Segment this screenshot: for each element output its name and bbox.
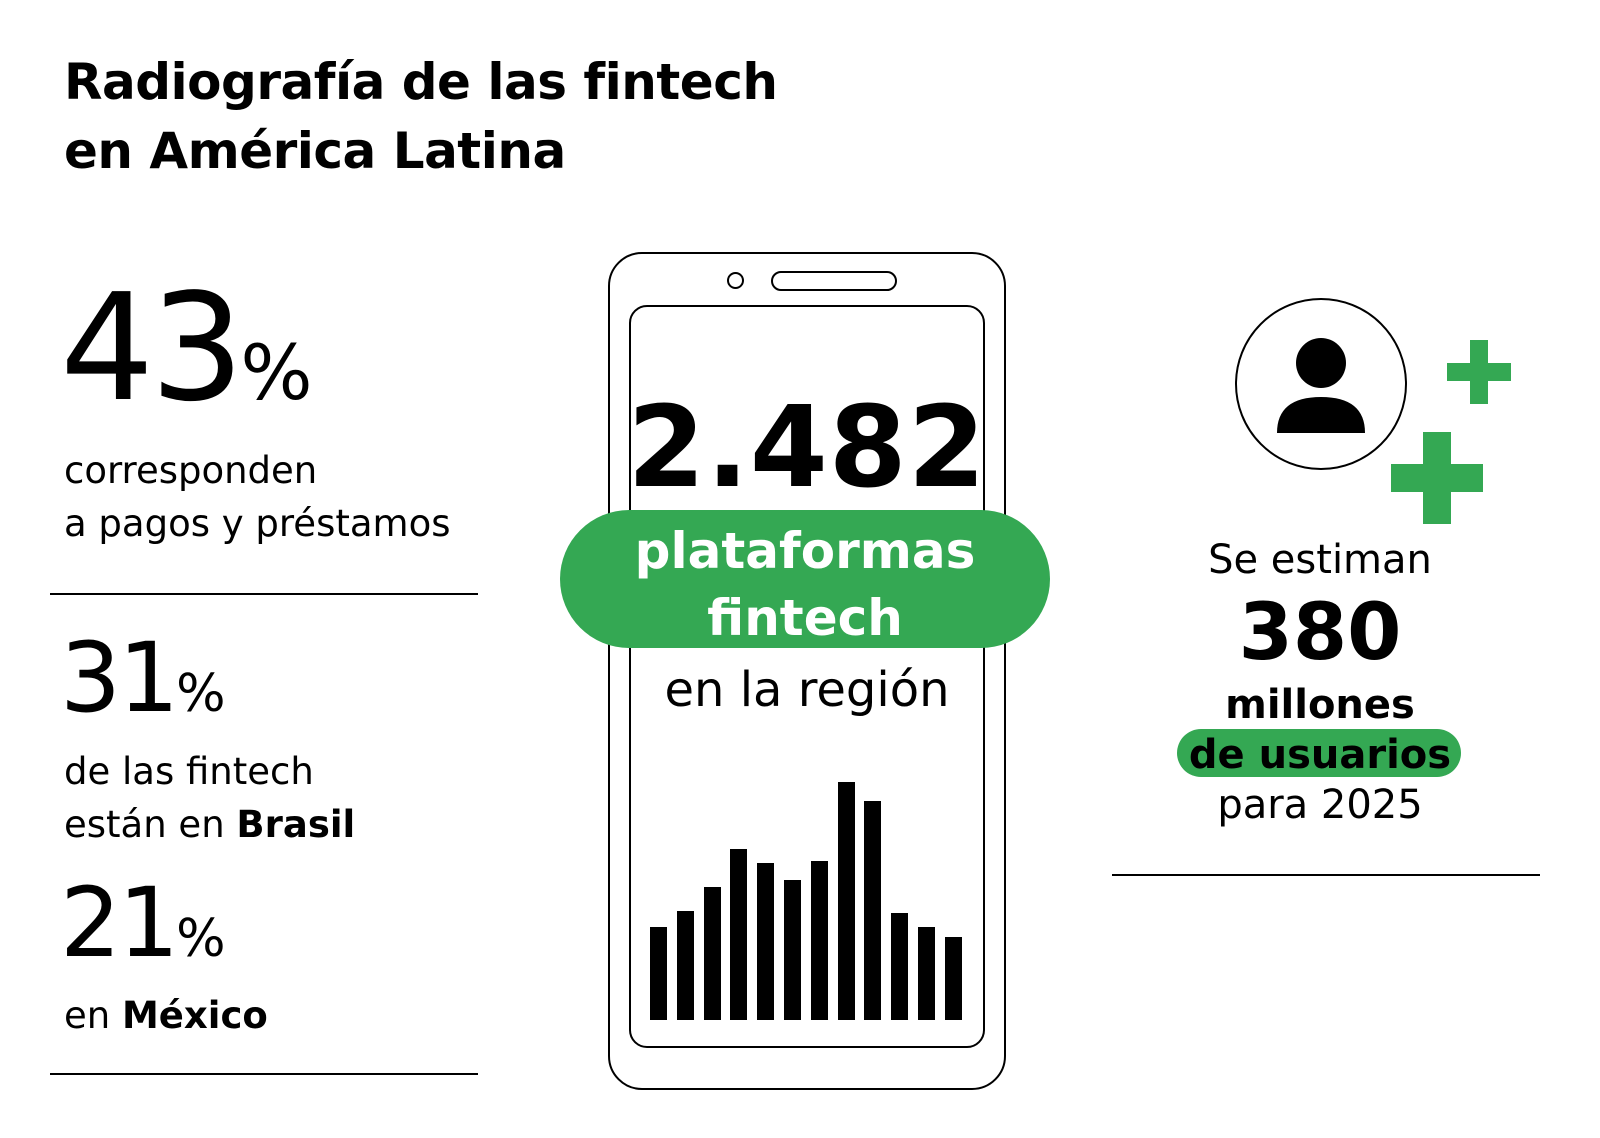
percent-sign: % — [240, 328, 313, 417]
stat-value: 31 — [60, 622, 179, 734]
highlight-pill — [1177, 729, 1461, 777]
bar-5 — [757, 863, 775, 1020]
estimate-intro: Se estiman — [1208, 537, 1432, 583]
bar-7 — [810, 861, 828, 1020]
phone-speaker-icon — [771, 271, 897, 291]
pill-text-line-2: fintech — [707, 589, 903, 647]
divider — [1112, 874, 1540, 876]
bar-graphic-icon — [650, 780, 972, 1020]
stat-description-line-1: corresponden — [64, 449, 318, 492]
stat-brazil: 31% — [60, 630, 226, 726]
divider — [50, 593, 478, 595]
stat-description-line-1: de las fintech — [64, 750, 314, 793]
user-avatar-circle — [1235, 298, 1407, 470]
plus-icon — [1391, 432, 1483, 524]
country-mexico: México — [121, 994, 268, 1037]
bar-3 — [703, 887, 721, 1020]
stat-description-line-2: a pagos y préstamos — [64, 502, 451, 545]
stat-description: en México — [64, 997, 268, 1034]
desc-text: están en — [64, 803, 237, 846]
users-highlight: de usuarios — [1188, 732, 1452, 778]
highlight-pill — [560, 510, 1050, 648]
bar-12 — [944, 937, 962, 1020]
users-unit: millones — [1225, 682, 1415, 728]
bar-4 — [730, 849, 748, 1020]
country-brazil: Brasil — [236, 803, 356, 846]
bar-2 — [676, 911, 694, 1020]
desc-text: en — [64, 994, 122, 1037]
bar-1 — [650, 927, 667, 1020]
page-title-line-1: Radiografía de las fintech — [64, 53, 778, 111]
plus-icon — [1447, 340, 1511, 404]
users-count: 380 — [1238, 588, 1402, 678]
target-year: para 2025 — [1217, 782, 1423, 828]
phone-camera-icon — [727, 272, 744, 289]
stat-payments-loans: 43% — [60, 274, 313, 422]
user-icon — [1277, 338, 1365, 433]
stat-value: 21 — [60, 867, 179, 979]
percent-sign: % — [176, 909, 226, 969]
bar-11 — [918, 927, 935, 1020]
platforms-count: 2.482 — [627, 383, 987, 513]
page-title-line-2: en América Latina — [64, 122, 566, 180]
bar-8 — [837, 782, 855, 1020]
bar-9 — [864, 801, 882, 1020]
pill-text-line-1: plataformas — [634, 522, 976, 580]
bar-10 — [891, 913, 909, 1020]
stat-mexico: 21% — [60, 875, 226, 971]
percent-sign: % — [176, 664, 226, 724]
stat-value: 43 — [60, 262, 244, 434]
bar-6 — [784, 880, 801, 1020]
region-label: en la región — [664, 662, 950, 718]
stat-description-line-2: están en Brasil — [64, 806, 355, 843]
divider — [50, 1073, 478, 1075]
